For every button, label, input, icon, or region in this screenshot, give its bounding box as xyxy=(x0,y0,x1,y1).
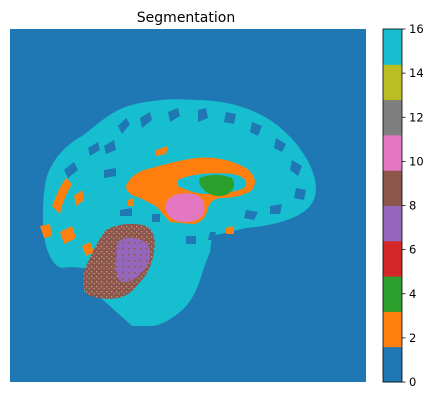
colorbar-tick-label: 16 xyxy=(409,22,424,36)
colorbar-segment xyxy=(383,99,402,136)
colorbar-segment xyxy=(383,346,402,383)
tissue-region-green xyxy=(199,175,235,197)
colorbar-segment xyxy=(383,240,402,277)
colorbar-segment xyxy=(383,276,402,312)
colorbar-tick-label: 10 xyxy=(409,154,424,168)
colorbar-tick-label: 14 xyxy=(409,66,424,80)
tissue-region-purple xyxy=(115,237,151,282)
colorbar-tick-label: 0 xyxy=(409,375,416,389)
chart-title: Segmentation xyxy=(137,10,235,26)
colorbar-tick-label: 12 xyxy=(409,110,424,124)
sulci-gaps xyxy=(64,108,306,244)
colorbar-segment xyxy=(383,170,402,206)
segmentation-image xyxy=(10,29,366,382)
colorbar-ticks: 0 2 4 6 8 10 12 14 16 xyxy=(402,22,424,389)
colorbar-tick-label: 8 xyxy=(409,199,416,213)
colorbar-tick-label: 6 xyxy=(409,243,416,257)
colorbar-segment xyxy=(383,311,402,348)
colorbar-segment xyxy=(383,29,402,65)
colorbar-tick-label: 2 xyxy=(409,331,416,345)
tissue-region-pink xyxy=(165,193,205,222)
colorbar-tick-label: 4 xyxy=(409,287,416,301)
colorbar-segment xyxy=(383,64,402,101)
colorbar-segment xyxy=(383,205,402,242)
colorbar xyxy=(382,28,403,383)
colorbar-segment xyxy=(383,134,402,171)
